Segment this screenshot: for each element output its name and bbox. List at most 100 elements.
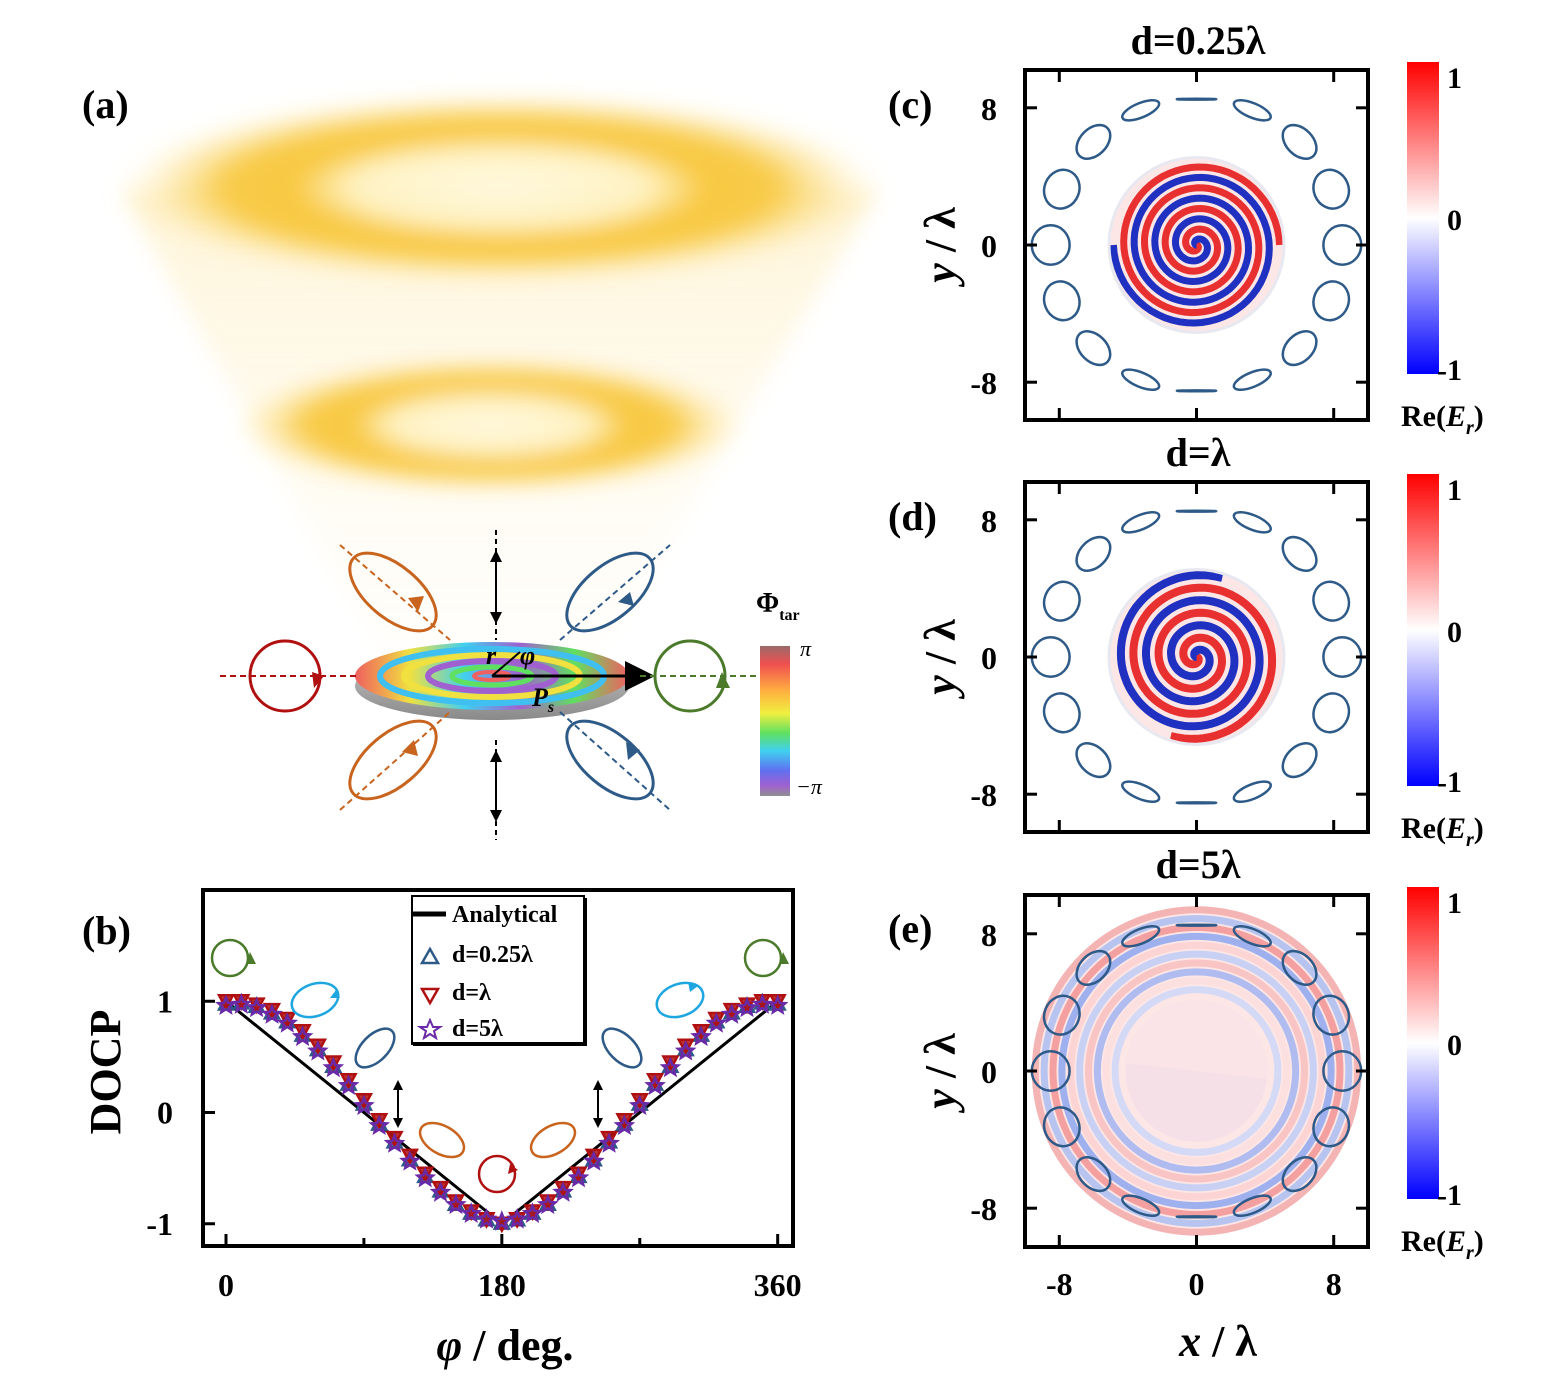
polarization-ellipse-icon [1232, 510, 1272, 534]
data-point [736, 996, 758, 1018]
data-point [598, 1132, 620, 1153]
data-point [766, 994, 789, 1015]
panel-b-label: (b) [82, 908, 131, 953]
panel-e-title: d=5λ [1156, 842, 1241, 887]
field-ring [1058, 932, 1335, 1210]
polarization-ellipse-icon [1281, 1156, 1318, 1193]
data-point [414, 1166, 437, 1188]
phi-label: φ [520, 641, 535, 670]
metasurface-disk [355, 642, 629, 720]
polarization-ellipse-icon [1312, 1106, 1351, 1148]
field-edge [1107, 568, 1286, 746]
colorbar-min: -1 [1437, 766, 1462, 799]
panel-c-title: d=0.25λ [1131, 18, 1266, 63]
polarization-ellipse-icon [1281, 535, 1318, 572]
data-point [399, 1150, 421, 1171]
legend-analytical: Analytical [452, 902, 558, 928]
legend-d5-marker [416, 1017, 444, 1041]
panel-d-title: d=λ [1166, 430, 1231, 475]
map-y-axis-label: y / λ [916, 1033, 965, 1114]
y-tick-label: -8 [970, 1191, 997, 1227]
polarization-ellipse-icon [1075, 123, 1112, 160]
y-tick-label: -1 [146, 1206, 173, 1242]
colorbar-label: Re(Er) [1401, 812, 1484, 851]
field-ring [1076, 950, 1317, 1192]
polarization-ellipse-icon [1042, 280, 1081, 322]
data-point [475, 1207, 498, 1229]
phase-colorbar [760, 646, 790, 796]
data-point [659, 1056, 682, 1078]
elliptical-pol-icon [354, 1027, 396, 1069]
tick-layer: 0 180 360 1 0 -1 [146, 983, 801, 1303]
legend-d1: d=λ [452, 980, 491, 1006]
colorbar-max: 1 [1447, 62, 1462, 95]
polarization-ellipse-icon [1232, 1194, 1272, 1218]
elliptical-pol-icon [290, 981, 340, 1019]
polarization-ellipse-icon [1042, 580, 1081, 622]
data-point [674, 1039, 697, 1061]
colorbar-min: -1 [1437, 354, 1462, 387]
rcp-circle-icon [743, 938, 783, 978]
polarization-ellipse-icon [1075, 949, 1112, 986]
panel-e-label: (e) [888, 906, 932, 951]
polarization-ellipse-icon [1042, 1106, 1081, 1148]
x-tick-label: 0 [218, 1267, 234, 1303]
lower-vortex-ring [235, 357, 745, 493]
polarization-ellipse-icon [1042, 994, 1081, 1036]
y-tick-label: 8 [981, 917, 997, 953]
phase-bar-max: π [800, 636, 812, 661]
colorbar-label: Re(Er) [1401, 1225, 1484, 1264]
colorbar-min: -1 [1437, 1179, 1462, 1212]
data-point [460, 1202, 483, 1223]
field-ring [1084, 959, 1309, 1183]
polarization-ellipse-icon [1312, 280, 1351, 322]
panel-e: (e) d=5λ [888, 842, 1241, 951]
polarization-ellipse-icon [1030, 224, 1071, 266]
map-y-axis-label: y / λ [916, 619, 965, 700]
colorbar-max: 1 [1447, 887, 1462, 920]
x-axis-label: φ / deg. [437, 1321, 574, 1370]
elliptical-pol-icon [655, 981, 705, 1019]
colorbar-mid: 0 [1447, 616, 1462, 649]
x-tick-label: 360 [754, 1267, 802, 1303]
map-y-axis-label: y / λ [916, 207, 965, 288]
y-tick-label: 8 [981, 91, 997, 127]
data-point [552, 1181, 574, 1202]
data-point [353, 1094, 375, 1116]
field-ring [1049, 924, 1344, 1218]
y-tick-label: -8 [970, 365, 997, 401]
data-point [582, 1150, 605, 1171]
y-tick-label: 0 [981, 640, 997, 676]
upper-vortex-ring [120, 93, 880, 283]
colorbar-mid: 0 [1447, 204, 1462, 237]
polarization-ellipse-icon [1281, 949, 1318, 986]
panel-d-label: (d) [888, 494, 937, 539]
data-point [429, 1181, 452, 1202]
polarization-ellipse-icon [1121, 780, 1161, 804]
field-pattern [1031, 906, 1362, 1236]
polarization-ellipse-icon [1042, 692, 1081, 734]
colorbar [1407, 887, 1439, 1199]
elliptical-pol-icon [565, 719, 655, 801]
data-point [245, 996, 268, 1018]
data-point [230, 993, 253, 1014]
polarization-ellipse-icon [1312, 168, 1351, 210]
polarization-ellipse-icon [1312, 580, 1351, 622]
plot-frame [201, 888, 795, 1248]
data-point [751, 993, 774, 1014]
polarization-ellipse-icon [1322, 636, 1363, 678]
r-vector [491, 651, 521, 677]
legend-d5: d=5λ [452, 1016, 503, 1042]
field-ring [1102, 977, 1291, 1165]
polarization-ellipse-icon [1042, 168, 1081, 210]
data-point [644, 1074, 666, 1096]
y-tick-label: 0 [981, 1054, 997, 1090]
field-map-1: -8 0 8 y / λ 1 0 -1 Re(Er) [916, 474, 1484, 851]
colorbar-mid: 0 [1447, 1029, 1462, 1062]
polarization-ellipse-icon [1121, 510, 1161, 534]
polarization-ellipse-icon [1281, 330, 1318, 367]
panel-b: (b) DOCP φ / deg. 0 180 360 1 0 -1 Analytical… [81, 888, 802, 1370]
polarization-ellipse-icon [1175, 97, 1218, 101]
polarization-ellipse-icon [1175, 923, 1218, 927]
field-maps: (c) d=0.25λ (d) d=λ (e) d=5λ x / λ -8 0 8 y… [888, 18, 1484, 1366]
